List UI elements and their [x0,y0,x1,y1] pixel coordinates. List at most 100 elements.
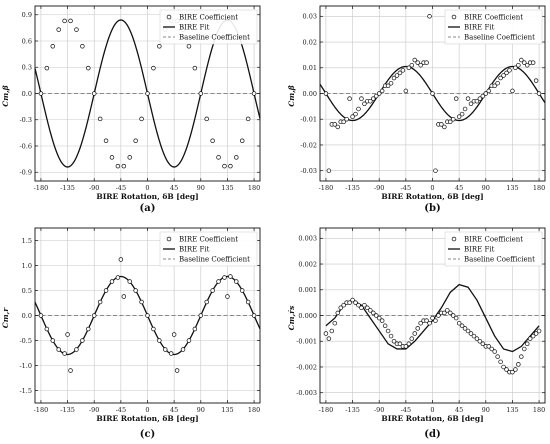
data-point [376,91,382,96]
data-point [371,96,376,101]
y-axis-label: Cm,β [1,85,10,107]
data-point [433,168,438,173]
data-point [492,83,497,89]
data-point [323,91,329,96]
x-tick-label: 45 [455,184,463,192]
data-point [139,116,144,122]
data-point [510,88,515,94]
data-point [403,344,409,349]
y-tick-label: -0.001 [296,338,317,346]
x-tick-label: 45 [455,406,463,414]
y-tick-label: -1.0 [19,362,32,370]
data-point [80,43,85,49]
data-point [536,328,542,334]
data-point [459,323,465,329]
data-point [38,313,44,318]
x-tick-label: -180 [319,184,334,192]
data-point [204,116,209,122]
x-tick-label: -135 [60,184,75,192]
data-point [501,364,506,370]
fit-line [325,283,540,353]
panel-letter: (d) [424,429,440,440]
data-point [465,328,471,334]
data-point [186,43,192,49]
x-tick-label: -90 [89,406,99,414]
x-tick-label: -45 [401,184,411,192]
data-point [216,155,221,160]
legend-marker-coefficient [451,236,457,242]
chart-panel-1: -180 -135 -90 -45 0 45 90 135 180 -0.9 -0.6 -0.3 0.0… [1,5,261,214]
legend-label: BIRE Fit [464,246,495,254]
data-point [439,122,444,127]
data-point [415,60,420,65]
data-point [462,326,468,331]
data-point [326,336,332,341]
data-point [498,75,503,81]
x-tick-label: 0 [145,184,149,192]
data-point [341,119,346,125]
data-point [400,68,406,73]
y-tick-label: -0.6 [19,142,32,150]
data-point [180,347,186,352]
data-point [513,367,518,372]
data-point [68,368,73,373]
data-point [477,96,483,101]
data-point [504,367,509,372]
y-tick-label: 0.03 [303,13,317,21]
data-point [533,78,539,83]
data-point [504,70,509,76]
data-point [388,333,394,339]
data-point [365,305,370,311]
data-point [524,341,530,347]
data-point [234,155,239,160]
data-point [448,119,453,125]
data-point [456,320,462,326]
legend-box [159,231,258,267]
data-point [456,114,462,119]
legend: BIRE Coefficient BIRE Fit Baseline Coeffic… [444,9,543,45]
x-tick-label: 0 [430,406,434,414]
y-tick-label: 0.3 [22,64,32,72]
data-point [430,315,435,321]
data-point [527,336,533,341]
data-point [323,331,329,336]
x-tick-label: -135 [60,406,75,414]
data-point [222,163,227,169]
data-point [368,308,373,313]
data-point [424,60,429,65]
data-point [192,65,198,71]
data-point [480,341,486,347]
data-point [335,310,341,316]
panel-letter: (a) [140,203,156,214]
y-tick-label: 0.00 [303,90,317,98]
data-point [80,338,85,343]
data-point [498,359,503,365]
data-point [62,18,67,24]
legend-label: BIRE Coefficient [179,236,238,244]
y-tick-label: -1.5 [19,387,32,395]
data-point [424,318,429,323]
data-point [121,294,127,299]
x-axis-label: BIRE Rotation, δB [deg] [381,414,483,423]
data-point [115,163,121,169]
data-point [374,93,379,99]
legend-label: BIRE Fit [464,24,495,32]
data-point [350,114,355,119]
data-point [471,333,477,339]
data-point [459,111,465,117]
data-point [409,62,415,68]
y-tick-label: -0.03 [300,167,317,175]
data-point [489,346,494,352]
legend: BIRE Coefficient BIRE Fit Baseline Coeffic… [444,231,543,267]
data-point [453,96,459,101]
data-point [445,308,450,313]
data-point [174,368,180,373]
data-point [394,73,400,78]
data-point [118,257,124,262]
data-point [495,80,500,86]
x-tick-label: 135 [506,184,518,192]
data-point [347,300,352,305]
data-point [103,138,109,144]
data-point [332,122,338,127]
data-point [513,65,518,71]
